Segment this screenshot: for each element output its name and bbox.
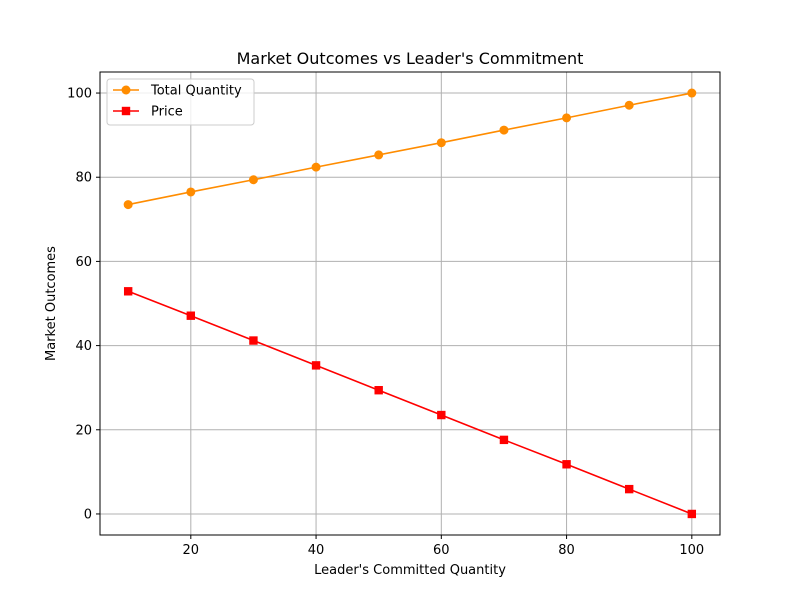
price-point xyxy=(311,361,321,370)
x-tick-label: 100 xyxy=(679,543,704,558)
y-tick-label: 40 xyxy=(75,339,92,354)
total-quantity-point xyxy=(123,200,133,210)
x-tick-label: 60 xyxy=(433,543,450,558)
legend: Total Quantity Price xyxy=(106,78,255,126)
legend-box xyxy=(106,78,255,126)
total-quantity-point xyxy=(248,175,258,185)
total-quantity-point xyxy=(374,150,384,160)
x-tick-label: 20 xyxy=(183,543,200,558)
y-tick-label: 100 xyxy=(67,87,92,102)
legend-total-quantity-label: Total Quantity xyxy=(150,84,242,99)
y-tick-label: 0 xyxy=(84,507,92,522)
y-tick-label: 20 xyxy=(75,423,92,438)
total-quantity-point xyxy=(436,138,446,148)
y-tick-label: 60 xyxy=(75,255,92,270)
total-quantity-line xyxy=(128,92,692,206)
price-point xyxy=(437,410,446,420)
x-axis-title: Leader's Committed Quantity xyxy=(314,563,506,578)
y-tick-label: 80 xyxy=(75,171,92,186)
total-quantity-point xyxy=(624,100,634,110)
price-point xyxy=(186,311,196,320)
x-tick-label: 80 xyxy=(558,543,575,558)
legend-total-quantity-marker xyxy=(121,85,131,95)
legend-price-marker xyxy=(121,106,131,116)
plot-frame xyxy=(99,71,721,536)
total-quantity-point xyxy=(499,125,509,135)
price-point xyxy=(123,287,133,296)
x-tick-label: 40 xyxy=(308,543,325,558)
x-axis: 20 40 60 80 100 xyxy=(183,535,704,558)
y-axis-title: Market Outcomes xyxy=(44,246,59,361)
legend-price-label: Price xyxy=(151,105,183,120)
price-point xyxy=(499,435,509,445)
grid xyxy=(100,72,720,535)
series-layer xyxy=(123,88,697,519)
price-point xyxy=(374,386,383,395)
y-axis: 0 20 40 60 80 100 xyxy=(67,87,100,522)
chart-title: Market Outcomes vs Leader's Commitment xyxy=(237,49,584,68)
price-point xyxy=(562,460,571,469)
total-quantity-point xyxy=(687,88,697,98)
total-quantity-point xyxy=(311,162,321,172)
total-quantity-point xyxy=(186,187,196,197)
price-point xyxy=(687,509,697,519)
price-point xyxy=(624,484,634,494)
price-point xyxy=(249,336,258,345)
price-line xyxy=(127,290,693,515)
total-quantity-point xyxy=(562,113,572,123)
